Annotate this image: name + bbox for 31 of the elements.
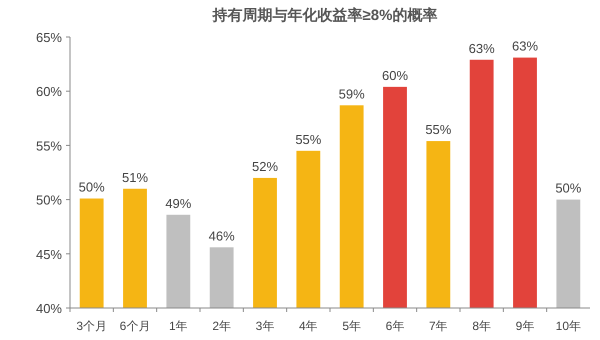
x-tick-label: 2年 — [212, 319, 232, 333]
data-label: 50% — [78, 180, 106, 195]
y-tick-label: 60% — [36, 84, 62, 100]
x-tick-label: 3年 — [256, 319, 274, 333]
x-tick-label: 10年 — [556, 319, 582, 333]
x-tick-label: 3个月 — [76, 319, 108, 333]
y-tick-label: 65% — [36, 30, 62, 45]
x-tick-label: 4年 — [298, 319, 318, 333]
data-label: 51% — [122, 170, 148, 185]
x-tick-label: 8年 — [472, 319, 492, 333]
data-label: 49% — [165, 196, 192, 211]
data-label: 50% — [555, 180, 582, 196]
data-label: 63% — [512, 38, 538, 54]
chart-title: 持有周期与年化收益率≥8%的概率 — [212, 6, 438, 24]
data-label: 59% — [338, 86, 366, 102]
x-tick-label: 9年 — [516, 319, 534, 333]
x-tick-label: 1年 — [168, 319, 188, 333]
x-tick-label: 6年 — [386, 319, 404, 333]
y-tick-label: 55% — [36, 138, 62, 154]
y-tick-label: 50% — [36, 192, 62, 208]
data-label: 52% — [252, 158, 278, 174]
data-label: 55% — [295, 132, 322, 147]
x-tick-label: 5年 — [342, 319, 362, 333]
data-label: 55% — [425, 122, 452, 138]
x-tick-label: 7年 — [428, 319, 448, 333]
x-tick-label: 6个月 — [120, 319, 150, 333]
y-tick-label: 45% — [36, 246, 62, 262]
data-label: 60% — [382, 68, 408, 83]
data-label: 63% — [468, 40, 496, 56]
data-label: 46% — [208, 228, 236, 244]
y-tick-label: 40% — [36, 301, 62, 316]
